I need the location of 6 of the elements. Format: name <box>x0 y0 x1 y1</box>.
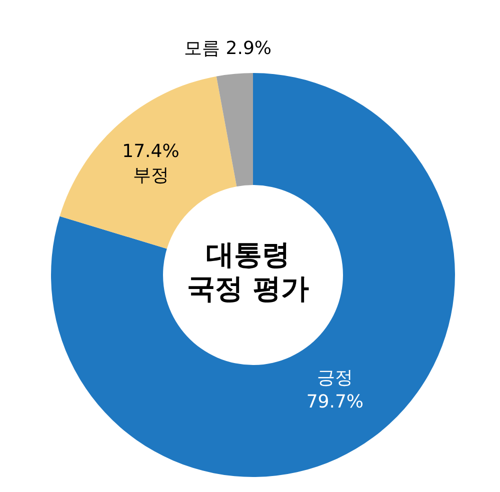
text: 대통령 국정 평가 <box>187 238 309 305</box>
slice-label: 모름 2.9% <box>184 38 272 59</box>
slice-label: 부정 <box>132 165 169 186</box>
slice-label: 긍정 <box>316 367 353 388</box>
data-label: 79.7% <box>306 391 364 412</box>
data-label: 17.4% <box>122 141 180 162</box>
